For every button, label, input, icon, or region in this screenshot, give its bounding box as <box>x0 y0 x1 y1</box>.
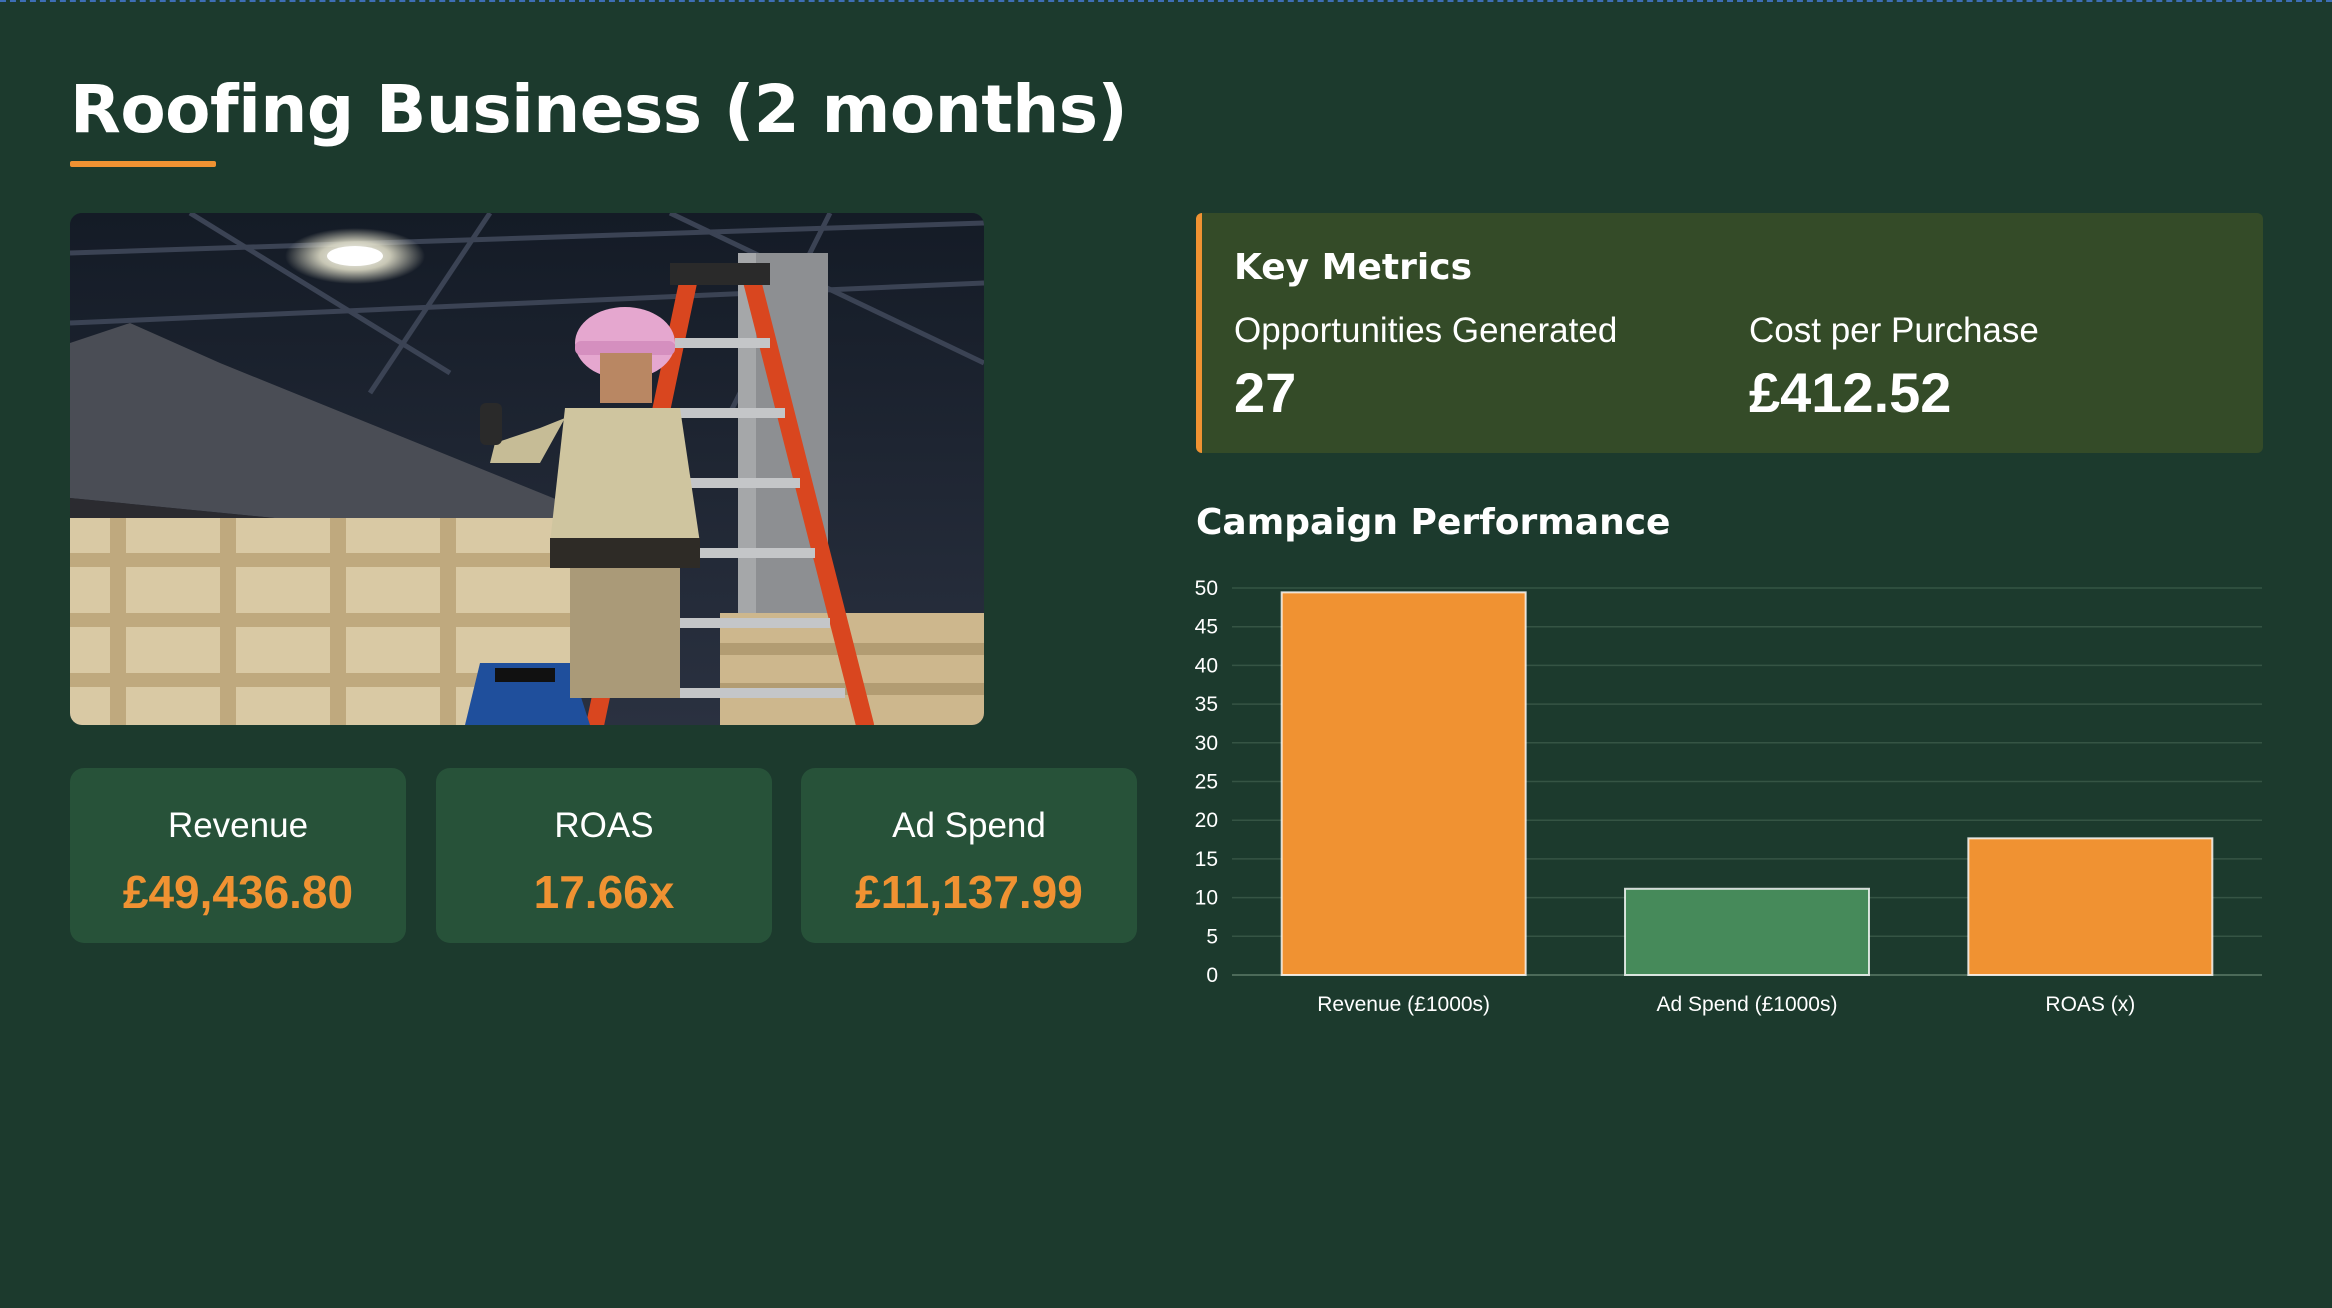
metric-label: Cost per Purchase <box>1749 311 2039 350</box>
stat-value: £11,137.99 <box>855 866 1083 918</box>
y-tick-label: 5 <box>1206 925 1218 948</box>
stat-card-roas: ROAS 17.66x <box>436 768 772 943</box>
y-tick-label: 45 <box>1195 616 1218 639</box>
y-tick-label: 20 <box>1195 809 1218 832</box>
photo-illustration <box>70 213 984 725</box>
chart-bars <box>1280 591 2214 977</box>
metric-cost-per-purchase: Cost per Purchase £412.52 <box>1749 309 2039 427</box>
y-tick-label: 15 <box>1195 848 1218 871</box>
y-tick-label: 25 <box>1195 771 1218 794</box>
slide-top-border <box>0 0 2332 2</box>
stat-label: ROAS <box>554 806 654 845</box>
x-tick-label: Ad Spend (£1000s) <box>1657 993 1838 1016</box>
stat-label: Revenue <box>167 806 309 845</box>
y-tick-label: 40 <box>1195 654 1218 677</box>
metric-opportunities: Opportunities Generated 27 <box>1234 309 1617 427</box>
stat-value: £49,436.80 <box>122 866 354 918</box>
metric-value: 27 <box>1234 361 1297 424</box>
page-title: Roofing Business (2 months) <box>70 71 1128 148</box>
campaign-performance-chart: 0 5 10 15 20 25 30 35 40 45 50 Revenue (£1000s) Ad … <box>1195 577 2262 1016</box>
key-metrics-title: Key Metrics <box>1234 247 1472 288</box>
y-tick-label: 10 <box>1195 887 1218 910</box>
stat-card-revenue: Revenue £49,436.80 <box>70 768 406 943</box>
bar-1 <box>1624 887 1870 976</box>
stat-label: Ad Spend <box>892 806 1046 845</box>
x-tick-label: ROAS (x) <box>2045 993 2135 1016</box>
stat-value: 17.66x <box>533 866 675 918</box>
chart-y-axis: 0 5 10 15 20 25 30 35 40 45 50 <box>1195 577 1218 987</box>
stat-card-ad-spend: Ad Spend £11,137.99 <box>801 768 1137 943</box>
y-tick-label: 0 <box>1206 964 1218 987</box>
title-underline <box>70 161 216 167</box>
chart-x-axis: Revenue (£1000s) Ad Spend (£1000s) ROAS (x… <box>1317 993 2135 1016</box>
roofer-on-ladder-photo <box>70 213 984 725</box>
y-tick-label: 35 <box>1195 693 1218 716</box>
y-tick-label: 30 <box>1195 732 1218 755</box>
metric-value: £412.52 <box>1749 361 1952 424</box>
bar-2 <box>1967 837 2214 977</box>
metric-label: Opportunities Generated <box>1234 311 1618 350</box>
chart-title: Campaign Performance <box>1196 502 1671 543</box>
y-tick-label: 50 <box>1195 577 1218 600</box>
key-metrics-panel: Key Metrics Opportunities Generated 27 C… <box>1196 213 2263 453</box>
bar-0 <box>1280 591 1527 976</box>
x-tick-label: Revenue (£1000s) <box>1317 993 1490 1016</box>
